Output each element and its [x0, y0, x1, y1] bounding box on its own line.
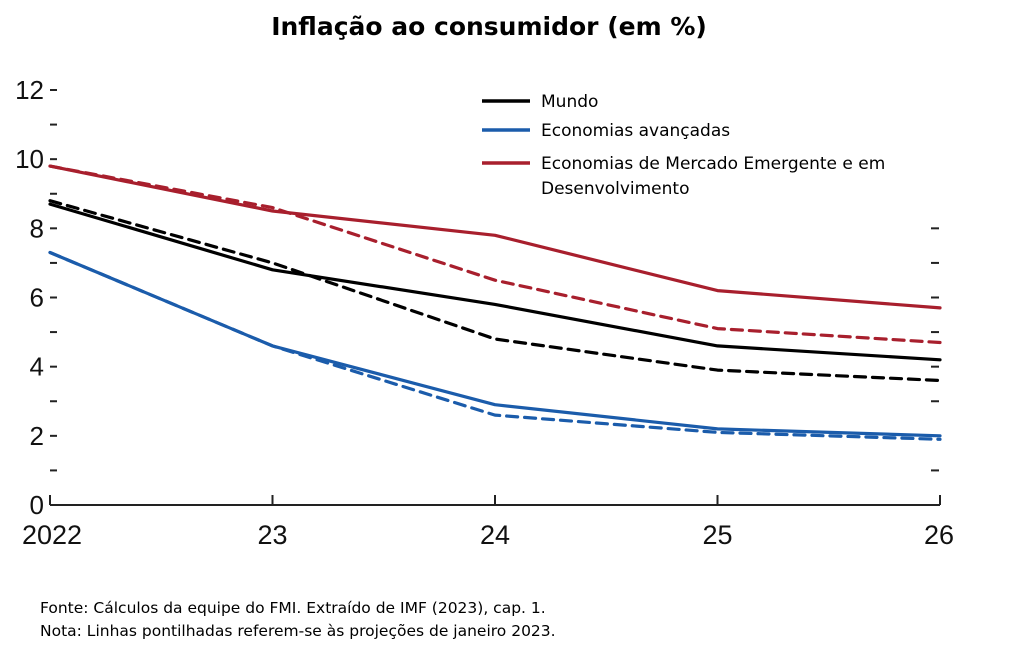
- y-tick-label: 6: [30, 283, 44, 313]
- legend-label: Economias de Mercado Emergente e em: [541, 154, 885, 174]
- footnotes: Fonte: Cálculos da equipe do FMI. Extraí…: [40, 597, 556, 643]
- source-note: Fonte: Cálculos da equipe do FMI. Extraí…: [40, 599, 546, 617]
- y-tick-label: 10: [15, 144, 44, 174]
- series-line-projection-5: [48, 164, 942, 345]
- series-line-projection-4: [48, 250, 942, 441]
- x-tick-label: 23: [257, 520, 287, 550]
- y-tick-label: 0: [30, 490, 44, 520]
- y-tick-label: 4: [30, 352, 44, 382]
- chart-title: Inflação ao consumidor (em %): [271, 12, 707, 41]
- legend-label: Desenvolvimento: [541, 179, 689, 199]
- x-tick-label: 25: [702, 520, 732, 550]
- series-line-0: [48, 202, 942, 362]
- x-tick-label: 2022: [22, 520, 82, 550]
- y-tick-label: 2: [30, 421, 44, 451]
- legend-label: Mundo: [541, 92, 598, 112]
- y-tick-label: 12: [15, 75, 44, 105]
- x-tick-label: 26: [924, 520, 954, 550]
- series-layer: [48, 164, 942, 441]
- x-tick-label: 24: [480, 520, 510, 550]
- y-tick-label: 8: [30, 213, 44, 243]
- series-line-2: [48, 164, 942, 310]
- projection-note: Nota: Linhas pontilhadas referem-se às p…: [40, 622, 556, 640]
- legend-label: Economias avançadas: [541, 121, 730, 141]
- series-line-projection-3: [48, 199, 942, 383]
- legend: Mundo Economias avançadas Economias de Mer…: [482, 92, 885, 199]
